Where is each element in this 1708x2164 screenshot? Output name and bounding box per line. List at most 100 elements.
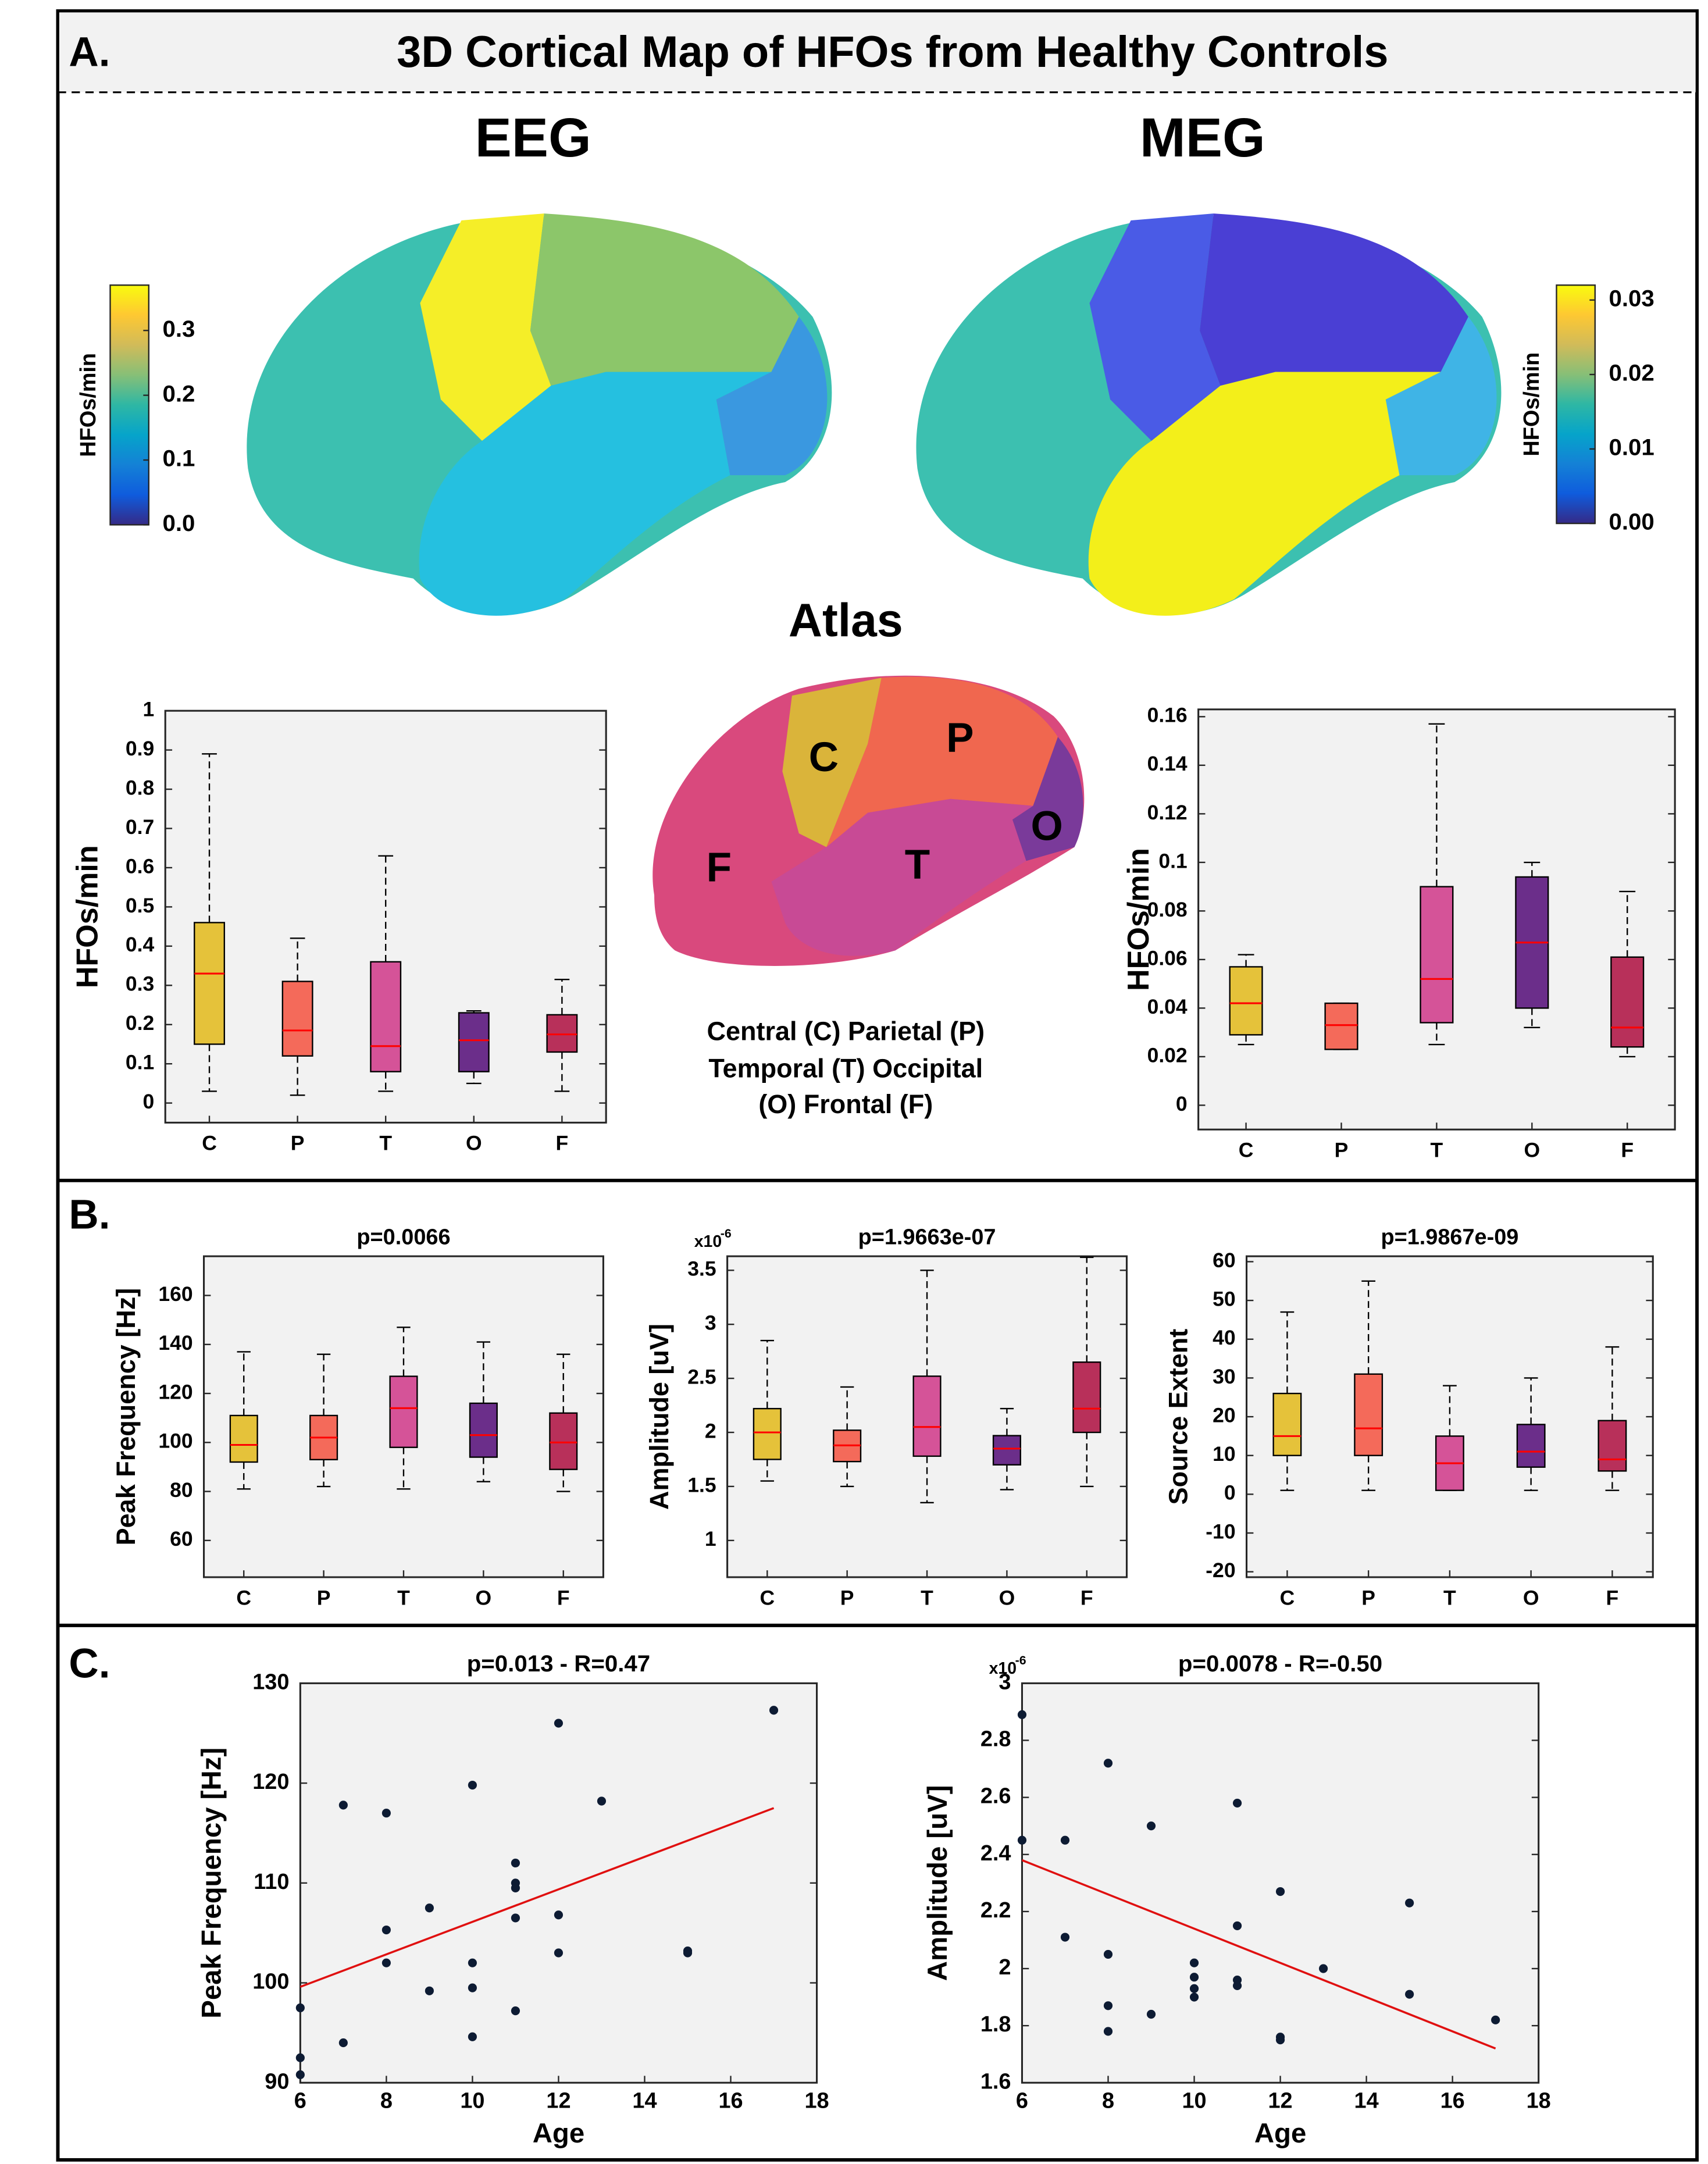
panel-label: C. bbox=[69, 1641, 110, 1687]
x-tick-label: 10 bbox=[1182, 2088, 1206, 2113]
box bbox=[230, 1416, 258, 1462]
figure: A. B. C. 3D Cortical Map of HFOs from He… bbox=[0, 0, 1708, 2164]
y-tick-label: 90 bbox=[265, 2069, 289, 2094]
region-label: C bbox=[809, 735, 839, 780]
scatter-point bbox=[296, 2054, 305, 2062]
scatter-point bbox=[1233, 1981, 1242, 1990]
atlas-legend: Temporal (T) Occipital bbox=[708, 1053, 983, 1083]
map-title: MEG bbox=[1140, 107, 1265, 169]
y-axis-label: Peak Frequency [Hz] bbox=[111, 1288, 141, 1546]
y-tick-label: 1 bbox=[705, 1527, 716, 1550]
scatter-point bbox=[296, 2003, 305, 2012]
x-axis-label: Age bbox=[1254, 2118, 1306, 2149]
y-tick-label: 0.9 bbox=[126, 737, 154, 760]
y-tick-label: 0.1 bbox=[126, 1051, 154, 1074]
chart-title: p=1.9663e-07 bbox=[858, 1225, 996, 1249]
y-tick-label: 100 bbox=[252, 1970, 289, 1994]
y-tick-label: 1.8 bbox=[980, 2012, 1011, 2037]
scatter-point bbox=[769, 1706, 778, 1714]
y-tick-label: 60 bbox=[1213, 1249, 1236, 1272]
colorbar-tick-label: 0.02 bbox=[1609, 360, 1654, 386]
scatter-point bbox=[1319, 1964, 1328, 1973]
scatter-point bbox=[1491, 2016, 1500, 2024]
x-tick-label: 8 bbox=[1102, 2088, 1114, 2113]
y-tick-label: 0 bbox=[1224, 1481, 1236, 1505]
box bbox=[390, 1377, 418, 1448]
y-tick-label: 0.6 bbox=[126, 854, 154, 878]
y-tick-label: 0.16 bbox=[1147, 704, 1188, 727]
scatter-point bbox=[468, 1959, 477, 1967]
page: A. B. C. 3D Cortical Map of HFOs from He… bbox=[0, 0, 1708, 2164]
y-tick-label: 2.8 bbox=[980, 1727, 1011, 1752]
y-tick-label: 0.3 bbox=[126, 972, 154, 996]
x-tick-label: C bbox=[759, 1586, 775, 1609]
scatter-point bbox=[1405, 1899, 1414, 1908]
y-tick-label: 0.4 bbox=[126, 933, 155, 956]
x-tick-label: 14 bbox=[1354, 2088, 1379, 2113]
x-tick-label: T bbox=[1431, 1139, 1443, 1162]
y-axis-label: Peak Frequency [Hz] bbox=[197, 1748, 227, 2019]
y-tick-label: 10 bbox=[1213, 1442, 1236, 1466]
x-tick-label: F bbox=[556, 1132, 569, 1155]
y-tick-label: 30 bbox=[1213, 1365, 1236, 1388]
y-axis-label: Amplitude [uV] bbox=[922, 1785, 953, 1981]
box bbox=[1354, 1374, 1382, 1456]
x-tick-label: 16 bbox=[718, 2088, 743, 2113]
x-tick-label: 18 bbox=[1527, 2088, 1551, 2113]
y-tick-label: 130 bbox=[252, 1670, 289, 1694]
scatter-point bbox=[511, 2006, 520, 2015]
colorbar-tick-label: 0.3 bbox=[162, 316, 195, 342]
x-tick-label: 14 bbox=[632, 2088, 657, 2113]
y-tick-label: 140 bbox=[158, 1331, 192, 1354]
y-tick-label: 2.6 bbox=[980, 1784, 1011, 1809]
scatter-point bbox=[382, 1926, 391, 1934]
scatter-point bbox=[1233, 1799, 1242, 1808]
scatter-point bbox=[382, 1959, 391, 1967]
x-tick-label: P bbox=[1335, 1139, 1349, 1162]
scatter-point bbox=[554, 1719, 563, 1727]
x-tick-label: 12 bbox=[546, 2088, 570, 2113]
chart-title: p=1.9867e-09 bbox=[1381, 1225, 1518, 1249]
scatter-point bbox=[339, 2038, 348, 2047]
scatter-point bbox=[1061, 1836, 1069, 1845]
scatter-point bbox=[1104, 2027, 1112, 2035]
x-tick-label: F bbox=[1081, 1586, 1093, 1609]
y-tick-label: 0.2 bbox=[126, 1011, 154, 1035]
x-tick-label: O bbox=[1523, 1586, 1539, 1609]
box bbox=[550, 1413, 577, 1470]
box bbox=[1421, 887, 1453, 1023]
scatter-point bbox=[1104, 1950, 1112, 1959]
colorbar bbox=[1556, 285, 1595, 523]
y-tick-label: 40 bbox=[1213, 1326, 1236, 1349]
x-tick-label: 18 bbox=[804, 2088, 829, 2113]
y-tick-label: 2.5 bbox=[687, 1365, 716, 1388]
box bbox=[1230, 967, 1263, 1035]
y-tick-label: 2 bbox=[999, 1955, 1011, 1980]
y-axis-label: Amplitude [uV] bbox=[644, 1324, 674, 1510]
y-tick-label: 0.04 bbox=[1147, 995, 1188, 1018]
scatter-point bbox=[296, 2070, 305, 2079]
box bbox=[1599, 1421, 1627, 1471]
x-tick-label: O bbox=[1524, 1139, 1540, 1162]
scatter-point bbox=[425, 1903, 434, 1912]
colorbar-label: HFOs/min bbox=[76, 353, 101, 457]
atlas-legend: Central (C) Parietal (P) bbox=[707, 1016, 985, 1046]
box bbox=[754, 1409, 781, 1459]
scatter-point bbox=[511, 1884, 520, 1892]
x-tick-label: T bbox=[397, 1586, 410, 1609]
y-tick-label: 2.2 bbox=[980, 1898, 1011, 1923]
scatter-point bbox=[554, 1910, 563, 1919]
region-label: F bbox=[707, 845, 732, 891]
x-tick-label: F bbox=[557, 1586, 570, 1609]
y-tick-label: 80 bbox=[170, 1478, 193, 1502]
x-tick-label: F bbox=[1606, 1586, 1619, 1609]
y-tick-label: -20 bbox=[1206, 1559, 1235, 1582]
map-title: EEG bbox=[475, 107, 591, 169]
header-title: 3D Cortical Map of HFOs from Healthy Con… bbox=[397, 27, 1388, 77]
x-tick-label: T bbox=[921, 1586, 933, 1609]
x-tick-label: C bbox=[202, 1132, 217, 1155]
colorbar-tick-label: 0.0 bbox=[162, 510, 195, 536]
y-axis-label: Source Extent bbox=[1164, 1329, 1193, 1505]
y-tick-label: 160 bbox=[158, 1282, 192, 1306]
panel-label: B. bbox=[69, 1192, 110, 1238]
